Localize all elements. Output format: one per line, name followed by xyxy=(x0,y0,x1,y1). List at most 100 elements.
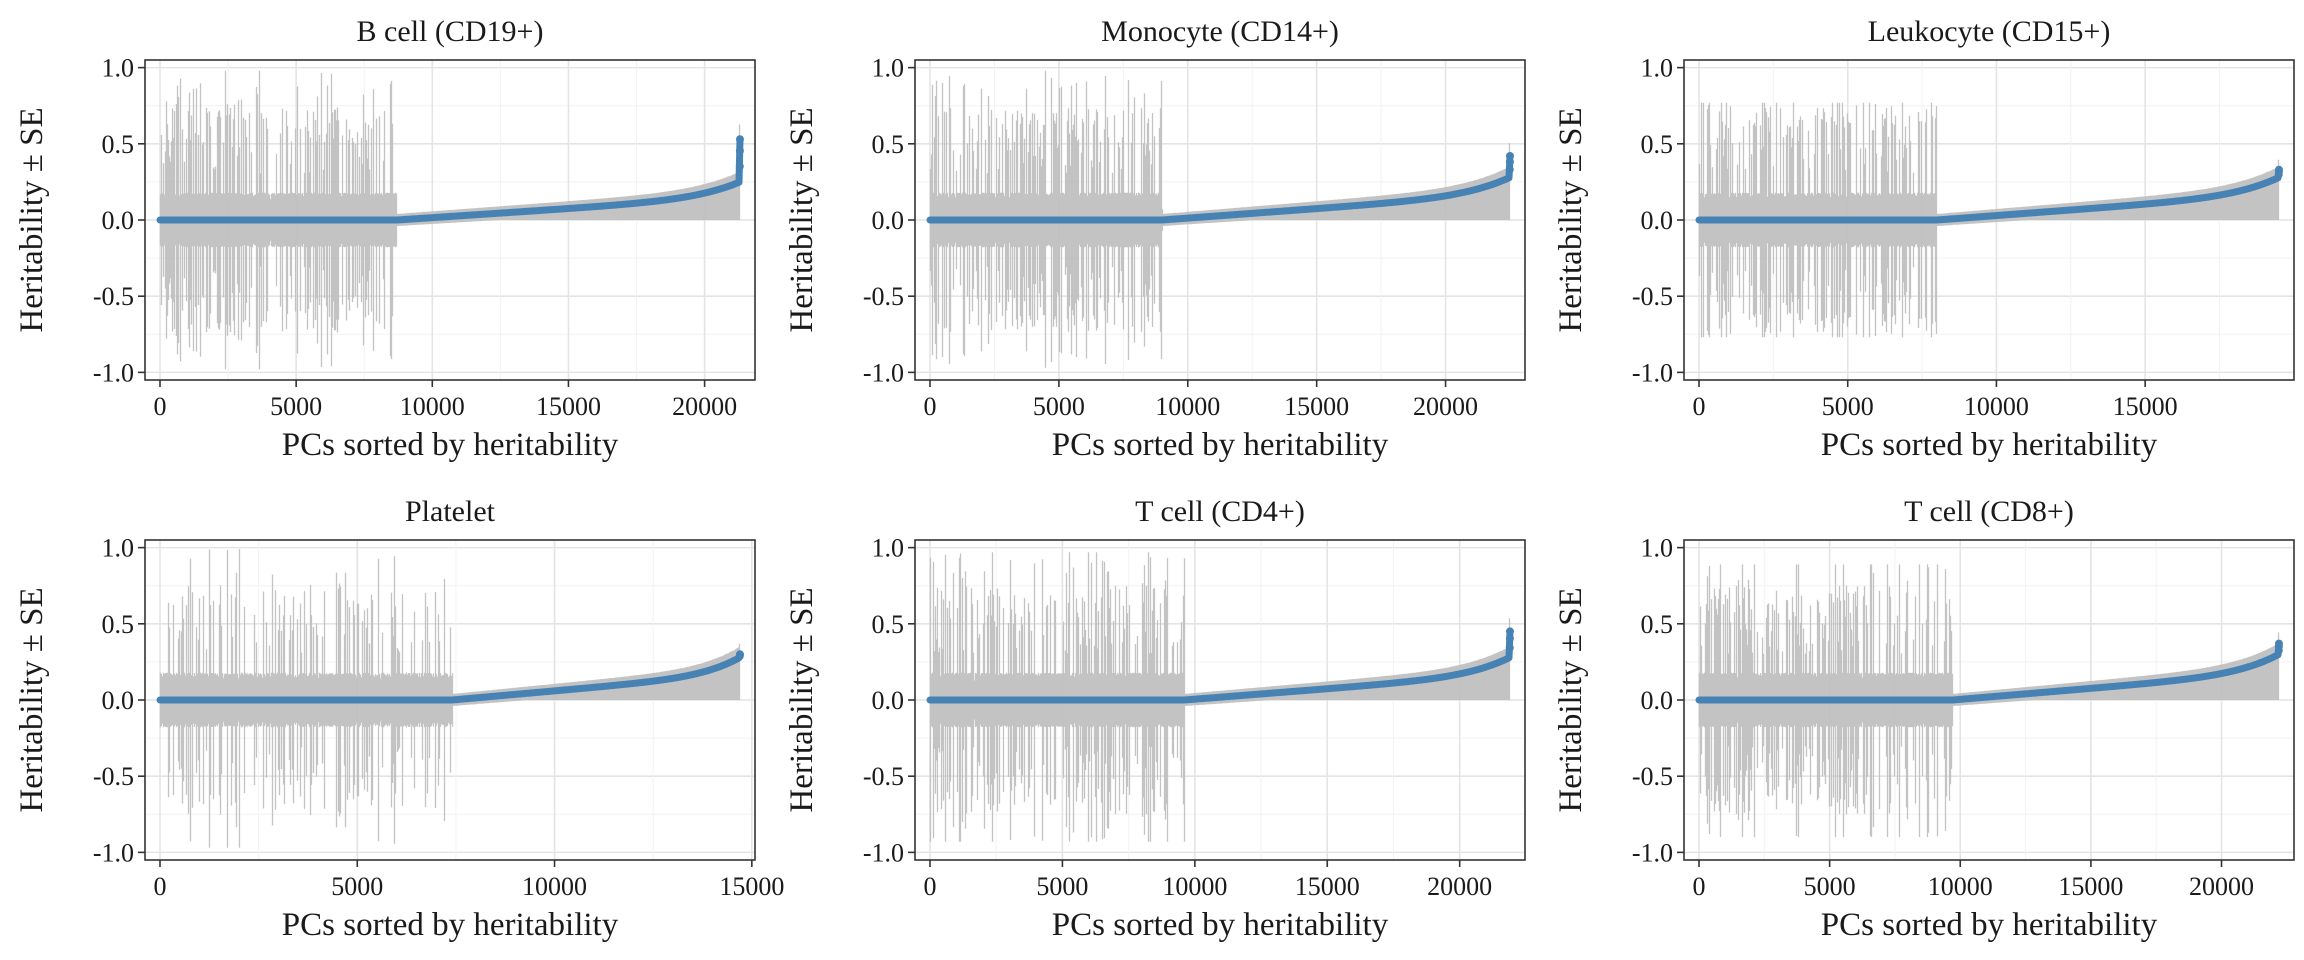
estimate-points xyxy=(1695,165,2283,224)
estimate-point xyxy=(1505,157,1514,166)
panel-title: Monocyte (CD14+) xyxy=(1101,15,1339,48)
panel-5: -1.0 -0.5 0.0 0.5 1.0 0 5000 10000 15000 20000 T c… xyxy=(784,495,1526,943)
x-tick-label: 15000 xyxy=(2058,872,2123,901)
x-tick-label: 15000 xyxy=(1284,392,1349,421)
y-tick-label: -0.5 xyxy=(1632,282,1673,311)
x-axis-label: PCs sorted by heritability xyxy=(282,907,619,943)
y-tick-label: 0.5 xyxy=(872,610,905,639)
panel-1: -1.0 -0.5 0.0 0.5 1.0 0 5000 10000 15000 20000 B c… xyxy=(14,15,756,463)
panel-title: Platelet xyxy=(405,495,496,528)
x-tick-label: 20000 xyxy=(2189,872,2254,901)
x-tick-label: 5000 xyxy=(270,392,322,421)
y-axis-label: Heritability ± SE xyxy=(14,587,50,812)
panel-title: Leukocyte (CD15+) xyxy=(1868,15,2111,48)
estimate-points xyxy=(926,152,1514,224)
x-tick-label: 10000 xyxy=(522,872,587,901)
x-axis-label: PCs sorted by heritability xyxy=(1052,427,1389,463)
y-tick-label: -1.0 xyxy=(863,358,904,387)
y-tick-label: 0.0 xyxy=(1641,686,1674,715)
y-tick-label: -0.5 xyxy=(863,762,904,791)
estimate-point xyxy=(1505,643,1514,652)
x-tick-label: 5000 xyxy=(1036,872,1088,901)
estimate-points xyxy=(156,135,744,224)
y-tick-label: 0.0 xyxy=(1641,206,1674,235)
x-tick-label: 15000 xyxy=(719,872,784,901)
x-tick-label: 0 xyxy=(924,392,937,421)
estimate-point xyxy=(735,135,744,144)
estimate-point xyxy=(1505,634,1514,643)
x-tick-label: 0 xyxy=(1693,872,1706,901)
estimate-point xyxy=(1505,627,1514,636)
y-tick-label: 1.0 xyxy=(1641,534,1674,563)
y-tick-label: 0.5 xyxy=(1641,130,1674,159)
x-tick-label: 0 xyxy=(1693,392,1706,421)
y-tick-label: -1.0 xyxy=(1632,838,1673,867)
x-tick-label: 20000 xyxy=(672,392,737,421)
y-tick-label: 0.0 xyxy=(102,206,135,235)
panel-title: T cell (CD8+) xyxy=(1904,495,2074,528)
y-axis-label: Heritability ± SE xyxy=(784,587,820,812)
estimate-point xyxy=(1505,152,1514,160)
x-tick-label: 10000 xyxy=(400,392,465,421)
y-tick-label: 1.0 xyxy=(872,534,905,563)
x-tick-label: 10000 xyxy=(1162,872,1227,901)
estimate-point xyxy=(2274,646,2283,655)
x-tick-label: 20000 xyxy=(1427,872,1492,901)
y-tick-label: 0.5 xyxy=(102,130,135,159)
y-axis-label: Heritability ± SE xyxy=(1553,587,1589,812)
estimate-points xyxy=(156,650,744,704)
panel-2: -1.0 -0.5 0.0 0.5 1.0 0 5000 10000 15000 20000 Mon… xyxy=(784,15,1526,463)
x-tick-label: 15000 xyxy=(1295,872,1360,901)
panel-3: -1.0 -0.5 0.0 0.5 1.0 0 5000 10000 15000 Leukocyt… xyxy=(1553,15,2295,463)
estimate-point xyxy=(735,652,744,661)
x-tick-label: 5000 xyxy=(1822,392,1874,421)
estimate-point xyxy=(2274,170,2283,179)
x-axis-label: PCs sorted by heritability xyxy=(1052,907,1389,943)
estimate-line xyxy=(1695,640,2283,704)
estimate-points xyxy=(926,627,1514,704)
panel-6: -1.0 -0.5 0.0 0.5 1.0 0 5000 10000 15000 20000 T c… xyxy=(1553,495,2295,943)
y-tick-label: 0.5 xyxy=(872,130,905,159)
y-tick-label: 1.0 xyxy=(872,54,905,83)
y-tick-label: -1.0 xyxy=(93,358,134,387)
y-axis-label: Heritability ± SE xyxy=(784,107,820,332)
estimate-line xyxy=(1695,166,2283,224)
estimate-line xyxy=(156,650,744,704)
x-axis-label: PCs sorted by heritability xyxy=(1821,907,2158,943)
estimate-line xyxy=(156,135,744,224)
x-axis-label: PCs sorted by heritability xyxy=(1821,427,2158,463)
x-tick-label: 5000 xyxy=(1804,872,1856,901)
x-tick-label: 0 xyxy=(924,872,937,901)
y-tick-label: -1.0 xyxy=(1632,358,1673,387)
y-tick-label: -0.5 xyxy=(93,282,134,311)
y-tick-label: -0.5 xyxy=(93,762,134,791)
y-axis-label: Heritability ± SE xyxy=(14,107,50,332)
x-tick-label: 10000 xyxy=(1155,392,1220,421)
y-tick-label: 0.5 xyxy=(1641,610,1674,639)
y-tick-label: 0.5 xyxy=(102,610,135,639)
estimate-point xyxy=(1505,165,1514,174)
panel-4: -1.0 -0.5 0.0 0.5 1.0 0 5000 10000 15000 Platelet… xyxy=(14,495,784,943)
x-tick-label: 5000 xyxy=(331,872,383,901)
y-tick-label: -1.0 xyxy=(863,838,904,867)
x-axis-label: PCs sorted by heritability xyxy=(282,427,619,463)
panel-title: T cell (CD4+) xyxy=(1135,495,1305,528)
x-tick-label: 15000 xyxy=(2113,392,2178,421)
estimate-line xyxy=(926,152,1514,224)
x-tick-label: 20000 xyxy=(1413,392,1478,421)
y-tick-label: 1.0 xyxy=(1641,54,1674,83)
y-tick-label: -1.0 xyxy=(93,838,134,867)
y-tick-label: 0.0 xyxy=(102,686,135,715)
x-tick-label: 15000 xyxy=(536,392,601,421)
y-tick-label: -0.5 xyxy=(863,282,904,311)
y-tick-label: 0.0 xyxy=(872,686,905,715)
y-tick-label: 1.0 xyxy=(102,54,135,83)
x-tick-label: 5000 xyxy=(1033,392,1085,421)
x-tick-label: 0 xyxy=(154,872,167,901)
estimate-line xyxy=(926,627,1514,704)
x-tick-label: 0 xyxy=(154,392,167,421)
y-tick-label: 0.0 xyxy=(872,206,905,235)
panel-title: B cell (CD19+) xyxy=(357,15,544,48)
estimate-points xyxy=(1695,639,2283,704)
